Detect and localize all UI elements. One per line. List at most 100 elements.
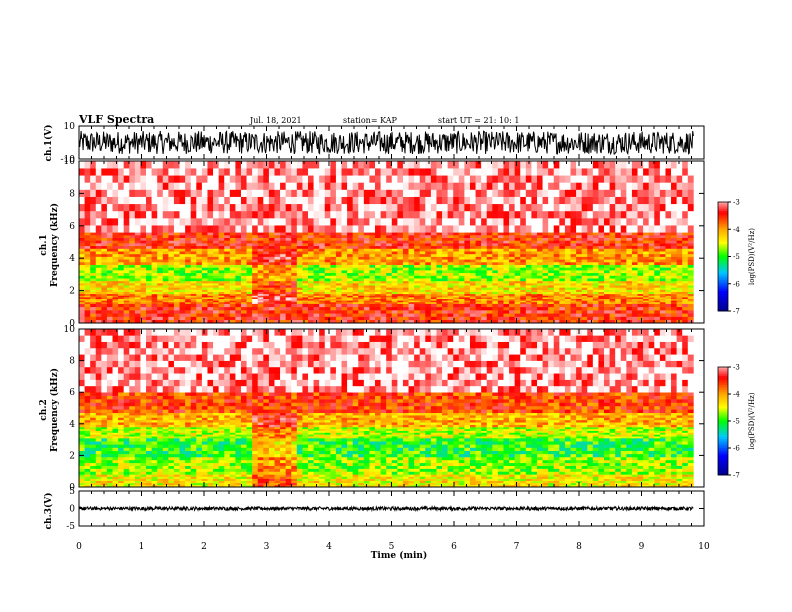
ch1-spectrogram-cell <box>469 297 476 299</box>
ch1-spectrogram-cell <box>274 259 281 263</box>
ch1-spectrogram-cell <box>615 289 622 292</box>
ch1-spectrogram-cell <box>447 316 454 321</box>
ch1-spectrogram-cell <box>615 319 622 324</box>
ch1-spectrogram-cell <box>196 270 203 274</box>
ch1-spectrogram-cell <box>218 256 225 260</box>
ch1-spectrogram-cell <box>419 285 426 288</box>
ch1-spectrogram-cell <box>542 175 549 183</box>
ch1-spectrogram-cell <box>307 251 314 255</box>
ch1-spectrogram-cell <box>671 270 677 274</box>
ch1-spectrogram-cell <box>604 297 610 299</box>
ch1-spectrogram-cell <box>352 259 359 263</box>
ch1-spectrogram-cell <box>553 189 560 197</box>
ch1-spectrogram-cell <box>536 287 543 290</box>
ch1-spectrogram-cell <box>391 283 398 286</box>
ch1-spectrogram-cell <box>268 210 275 219</box>
ch1-spectrogram-cell <box>553 291 560 295</box>
ch1-spectrogram-cell <box>581 245 588 249</box>
ch1-spectrogram-cell <box>79 293 85 296</box>
ch1-spectrogram-cell <box>637 303 644 308</box>
ch1-spectrogram-cell <box>218 280 225 284</box>
ch1-spectrogram-cell <box>319 283 326 286</box>
ch1-spectrogram-cell <box>313 278 320 282</box>
ch1-spectrogram-cell <box>129 306 136 311</box>
ch1-spectrogram-cell <box>257 306 264 311</box>
ch1-spectrogram-cell <box>380 267 387 271</box>
ch1-spectrogram-cell <box>375 316 381 321</box>
ch1-spectrogram-cell <box>319 189 326 197</box>
ch1-spectrogram-cell <box>620 267 627 271</box>
ch1-spectrogram-cell <box>134 259 141 263</box>
ch1-spectrogram-cell <box>525 259 532 263</box>
ch1-spectrogram-cell <box>79 259 85 263</box>
ch1-spectrogram-cell <box>497 316 504 321</box>
ch1-spectrogram-cell <box>631 232 638 236</box>
ch1-spectrogram-cell <box>207 264 214 268</box>
ch1-spectrogram-cell <box>587 234 594 238</box>
ch1-spectrogram-cell <box>559 270 566 274</box>
ch1-spectrogram-cell <box>352 234 359 238</box>
ch1-spectrogram-cell <box>391 306 398 311</box>
ch1-spectrogram-cell <box>497 291 504 295</box>
ch1-spectrogram-cell <box>140 261 147 265</box>
ch1-spectrogram-cell <box>151 272 158 276</box>
ch1-spectrogram-cell <box>682 306 689 311</box>
ch1-spectrogram-cell <box>168 313 175 317</box>
ch1-spectrogram-cell <box>162 243 169 247</box>
ch1-spectrogram-cell <box>592 287 599 290</box>
ch1-spectrogram-cell <box>196 225 203 233</box>
ch1-spectrogram-cell <box>604 272 610 276</box>
ch1-spectrogram-cell <box>391 218 398 226</box>
ch1-spectrogram-cell <box>665 295 672 298</box>
ch1-spectrogram-cell <box>335 293 342 296</box>
ch1-spectrogram-cell <box>207 232 214 236</box>
ch1-spectrogram-cell <box>559 272 566 276</box>
ch1-spectrogram-cell <box>157 245 164 249</box>
ch1-spectrogram-cell <box>464 175 471 183</box>
ch1-spectrogram-cell <box>447 237 454 241</box>
ch1-spectrogram-cell <box>386 243 393 247</box>
ch1-spectrogram-cell <box>447 289 454 292</box>
ch1-spectrogram-cell <box>581 283 588 286</box>
ch1-spectrogram-cell <box>453 283 460 286</box>
ch1-spectrogram-cell <box>659 316 666 321</box>
ch1-spectrogram-cell <box>671 256 677 260</box>
ch1-spectrogram-cell <box>419 264 426 268</box>
ch1-spectrogram-cell <box>369 310 376 314</box>
ch1-spectrogram-cell <box>179 295 186 298</box>
ch1-spectrogram-cell <box>235 272 242 276</box>
ch1-spectrogram-cell <box>609 256 616 260</box>
ch1-spectrogram-cell <box>481 319 488 324</box>
ch1-spectrogram-cell <box>425 182 432 190</box>
ch1-spectrogram-cell <box>341 270 348 274</box>
ch1-spectrogram-cell <box>604 261 610 265</box>
ch1-spectrogram-cell <box>268 232 275 236</box>
ch1-spectrogram-cell <box>464 267 471 271</box>
ch1-spectrogram-cell <box>101 303 108 308</box>
ch1-spectrogram-cell <box>682 272 689 276</box>
ch1-spectrogram-cell <box>140 168 147 176</box>
ch1-spectrogram-cell <box>419 280 426 284</box>
ch1-spectrogram-cell <box>386 301 393 304</box>
ch1-spectrogram-cell <box>509 319 515 324</box>
ch1-spectrogram-cell <box>486 267 493 271</box>
ch1-spectrogram-cell <box>118 267 124 271</box>
ch1-spectrogram-cell <box>307 256 314 260</box>
ch1-spectrogram-cell <box>263 232 270 236</box>
ch1-spectrogram-cell <box>112 182 119 190</box>
ch1-spectrogram-cell <box>548 210 555 219</box>
ch1-spectrogram-cell <box>313 245 320 249</box>
ch1-spectrogram-cell <box>581 280 588 284</box>
ch1-spectrogram-cell <box>375 182 381 190</box>
ch1-spectrogram-cell <box>296 248 303 252</box>
ch1-spectrogram-cell <box>296 259 303 263</box>
ch1-spectrogram-cell <box>173 295 180 298</box>
ch1-spectrogram-cell <box>140 313 147 317</box>
ch1-spectrogram-cell <box>536 240 543 244</box>
ch1-spectrogram-cell <box>101 301 108 304</box>
ch1-spectrogram-cell <box>296 306 303 311</box>
ch1-spectrogram-cell <box>626 210 633 219</box>
ch1-spectrogram-cell <box>201 203 208 212</box>
ch1-spectrogram-cell <box>531 297 538 299</box>
ch1-spectrogram-cell <box>592 313 599 317</box>
